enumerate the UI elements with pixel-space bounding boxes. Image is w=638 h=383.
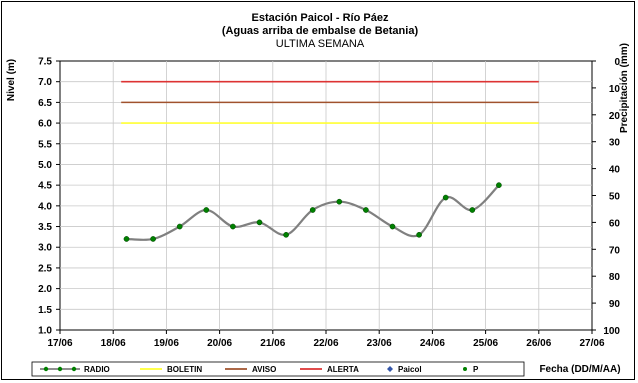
y2-tick-label: 50 [609,192,621,203]
data-point [176,223,183,230]
y2-tick-label: 30 [609,138,621,149]
data-point [283,231,289,238]
y2-tick-label: 10 [609,84,621,95]
data-point [336,198,343,205]
legend-swatch-paicol [387,366,393,372]
y-tick-label: 3.5 [38,222,52,233]
legend-label-aviso: AVISO [252,365,276,374]
data-point [442,194,449,201]
data-point [309,207,316,213]
data-point [363,207,369,213]
chart-subtitle: (Aguas arriba de embalse de Betania) [222,25,419,37]
y-axis-title: Nivel (m) [6,59,17,101]
legend-marker-radio [57,366,63,372]
y-tick-label: 3.0 [38,243,52,254]
x-tick-label: 21/06 [260,338,285,349]
y2-tick-label: 40 [609,165,621,176]
x-tick-label: 20/06 [207,338,232,349]
legend-box [31,361,525,377]
y2-tick-label: 0 [614,57,620,68]
legend-marker-radio [43,366,49,372]
x-tick-label: 22/06 [313,338,338,349]
chart-subtitle-2: ULTIMA SEMANA [276,38,365,50]
x-tick-label: 18/06 [101,338,126,349]
plot-area: 1.0 1.5 2.0 2.5 3.0 3.5 4.0 4.5 5.0 5.5 6.0 6.5 7.0 7… [38,57,620,350]
x-axis-title: Fecha (DD/M/AA) [539,364,620,375]
y2-tick-label: 70 [609,245,621,256]
x-tick-label: 19/06 [154,338,179,349]
y-tick-label: 2.5 [38,263,52,274]
data-point [469,207,476,213]
data-point [416,231,422,238]
legend-label-alerta: ALERTA [327,365,359,374]
y-tick-label: 2.0 [38,284,52,295]
y-tick-label: 4.5 [38,181,52,192]
x-tick-label: 17/06 [47,338,72,349]
chart-title: Estación Paicol - Río Páez [252,12,389,24]
legend-label-paicol: Paicol [398,365,422,374]
x-tick-label: 25/06 [473,338,498,349]
legend-label-boletin: BOLETIN [167,365,202,374]
y2-tick-label: 100 [603,326,620,337]
y-tick-label: 5.5 [38,139,52,150]
data-point [389,223,396,230]
legend-label-radio: RADIO [84,365,110,374]
legend: RADIO BOLETIN AVISO ALERTA Paicol P [31,361,525,377]
x-tick-label: 26/06 [526,338,551,349]
y-tick-label: 1.0 [38,326,52,337]
data-point [256,219,263,226]
y2-tick-label: 80 [609,272,621,283]
legend-label-p: P [473,365,479,374]
y-tick-label: 6.5 [38,98,52,109]
y2-tick-label: 60 [609,218,621,229]
data-point [230,223,236,230]
legend-swatch-p [463,367,467,371]
y-tick-label: 7.5 [38,57,52,68]
data-point [203,207,210,213]
y2-tick-label: 20 [609,111,621,122]
x-tick-label: 27/06 [579,338,604,349]
x-tick-label: 23/06 [367,338,392,349]
data-point [496,182,502,189]
data-point [150,236,156,242]
y2-axis-title: Precipitación (mm) [619,43,630,133]
y-tick-label: 1.5 [38,305,52,316]
y-tick-label: 5.0 [38,160,52,171]
y2-tick-label: 90 [609,299,621,310]
legend-marker-radio [71,366,77,372]
x-tick-label: 24/06 [420,338,445,349]
y-tick-label: 4.0 [38,201,52,212]
y-tick-label: 6.0 [38,119,52,130]
data-point [123,236,130,242]
y-tick-label: 7.0 [38,77,52,88]
